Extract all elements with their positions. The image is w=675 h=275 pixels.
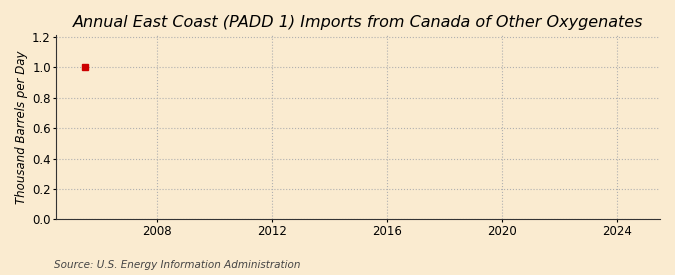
Title: Annual East Coast (PADD 1) Imports from Canada of Other Oxygenates: Annual East Coast (PADD 1) Imports from … (73, 15, 643, 30)
Text: Source: U.S. Energy Information Administration: Source: U.S. Energy Information Administ… (54, 260, 300, 270)
Y-axis label: Thousand Barrels per Day: Thousand Barrels per Day (15, 51, 28, 204)
